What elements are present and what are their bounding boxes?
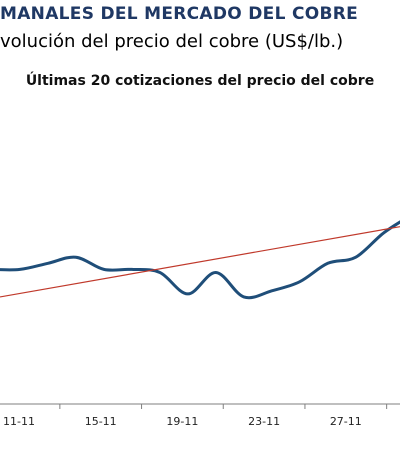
price-series-line: [0, 220, 400, 300]
x-tick-label: 27-11: [330, 415, 362, 428]
x-tick-label: 23-11: [248, 415, 280, 428]
x-tick-label: 11-11: [3, 415, 35, 428]
x-tick-label: 15-11: [85, 415, 117, 428]
banner-title: MANALES DEL MERCADO DEL COBRE: [0, 4, 359, 24]
chart-subtitle: volución del precio del cobre (US$/lb.): [0, 31, 344, 52]
chart-title: Últimas 20 cotizaciones del precio del c…: [25, 73, 375, 89]
x-tick-label: 19-11: [166, 415, 198, 428]
trend-line: [0, 226, 400, 298]
